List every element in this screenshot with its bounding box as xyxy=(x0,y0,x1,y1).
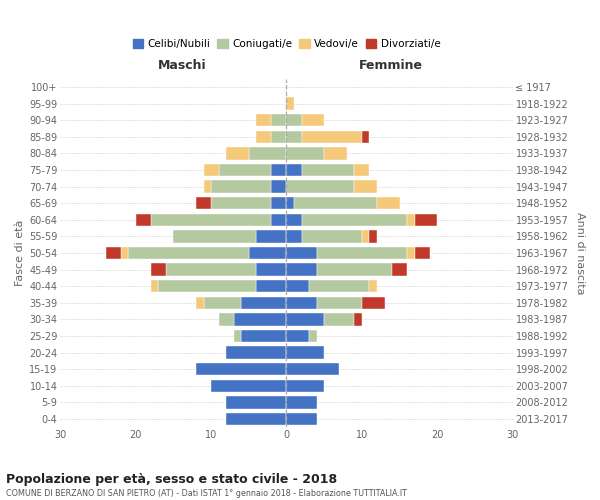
Bar xyxy=(362,130,370,143)
Bar xyxy=(286,313,324,326)
Bar xyxy=(151,214,271,226)
Bar xyxy=(203,164,218,176)
Bar xyxy=(362,230,370,242)
Bar xyxy=(256,114,271,126)
Bar xyxy=(106,246,121,259)
Bar xyxy=(286,230,302,242)
Bar xyxy=(203,296,241,309)
Bar xyxy=(302,164,355,176)
Bar xyxy=(286,363,339,376)
Bar xyxy=(136,214,151,226)
Bar xyxy=(256,230,286,242)
Legend: Celibi/Nubili, Coniugati/e, Vedovi/e, Divorziati/e: Celibi/Nubili, Coniugati/e, Vedovi/e, Di… xyxy=(128,35,445,54)
Bar xyxy=(286,98,294,110)
Bar xyxy=(218,164,271,176)
Bar xyxy=(324,313,355,326)
Text: COMUNE DI BERZANO DI SAN PIETRO (AT) - Dati ISTAT 1° gennaio 2018 - Elaborazione: COMUNE DI BERZANO DI SAN PIETRO (AT) - D… xyxy=(6,489,407,498)
Bar xyxy=(286,164,302,176)
Bar xyxy=(377,197,400,209)
Bar xyxy=(302,114,324,126)
Bar xyxy=(286,246,317,259)
Bar xyxy=(218,313,234,326)
Bar xyxy=(302,214,407,226)
Bar xyxy=(211,180,271,193)
Bar xyxy=(370,230,377,242)
Bar xyxy=(256,130,271,143)
Bar xyxy=(286,346,324,359)
Bar xyxy=(355,164,370,176)
Bar xyxy=(128,246,249,259)
Bar xyxy=(241,330,286,342)
Y-axis label: Fasce di età: Fasce di età xyxy=(15,220,25,286)
Bar xyxy=(196,363,286,376)
Bar xyxy=(355,180,377,193)
Bar xyxy=(226,346,286,359)
Bar xyxy=(370,280,377,292)
Bar xyxy=(415,246,430,259)
Bar xyxy=(271,130,286,143)
Bar xyxy=(286,330,309,342)
Bar xyxy=(407,246,415,259)
Bar xyxy=(362,296,385,309)
Bar xyxy=(407,214,415,226)
Bar xyxy=(286,180,355,193)
Bar xyxy=(203,180,211,193)
Bar xyxy=(317,264,392,276)
Bar xyxy=(226,412,286,425)
Bar xyxy=(286,214,302,226)
Bar xyxy=(151,280,158,292)
Bar xyxy=(226,147,249,160)
Bar xyxy=(286,197,294,209)
Bar xyxy=(286,147,324,160)
Bar xyxy=(286,114,302,126)
Bar xyxy=(286,296,317,309)
Bar xyxy=(173,230,256,242)
Bar xyxy=(286,130,302,143)
Bar xyxy=(271,197,286,209)
Bar xyxy=(249,246,286,259)
Bar xyxy=(249,147,286,160)
Bar xyxy=(286,380,324,392)
Bar xyxy=(286,280,309,292)
Y-axis label: Anni di nascita: Anni di nascita xyxy=(575,212,585,294)
Bar xyxy=(121,246,128,259)
Bar xyxy=(324,147,347,160)
Bar xyxy=(256,264,286,276)
Bar xyxy=(302,230,362,242)
Bar xyxy=(166,264,256,276)
Bar xyxy=(234,330,241,342)
Bar xyxy=(234,313,286,326)
Bar xyxy=(196,296,203,309)
Bar xyxy=(271,180,286,193)
Bar xyxy=(286,264,317,276)
Bar xyxy=(317,246,407,259)
Bar xyxy=(317,296,362,309)
Bar xyxy=(158,280,256,292)
Bar xyxy=(151,264,166,276)
Bar xyxy=(271,164,286,176)
Bar xyxy=(226,396,286,408)
Bar xyxy=(286,396,317,408)
Text: Maschi: Maschi xyxy=(158,58,207,71)
Text: Femmine: Femmine xyxy=(359,58,422,71)
Bar xyxy=(271,214,286,226)
Bar xyxy=(302,130,362,143)
Bar xyxy=(355,313,362,326)
Bar xyxy=(211,197,271,209)
Bar xyxy=(211,380,286,392)
Bar xyxy=(286,412,317,425)
Bar xyxy=(294,197,377,209)
Text: Popolazione per età, sesso e stato civile - 2018: Popolazione per età, sesso e stato civil… xyxy=(6,472,337,486)
Bar xyxy=(415,214,437,226)
Bar xyxy=(309,280,370,292)
Bar xyxy=(392,264,407,276)
Bar xyxy=(241,296,286,309)
Bar xyxy=(309,330,317,342)
Bar xyxy=(256,280,286,292)
Bar xyxy=(196,197,211,209)
Bar xyxy=(271,114,286,126)
